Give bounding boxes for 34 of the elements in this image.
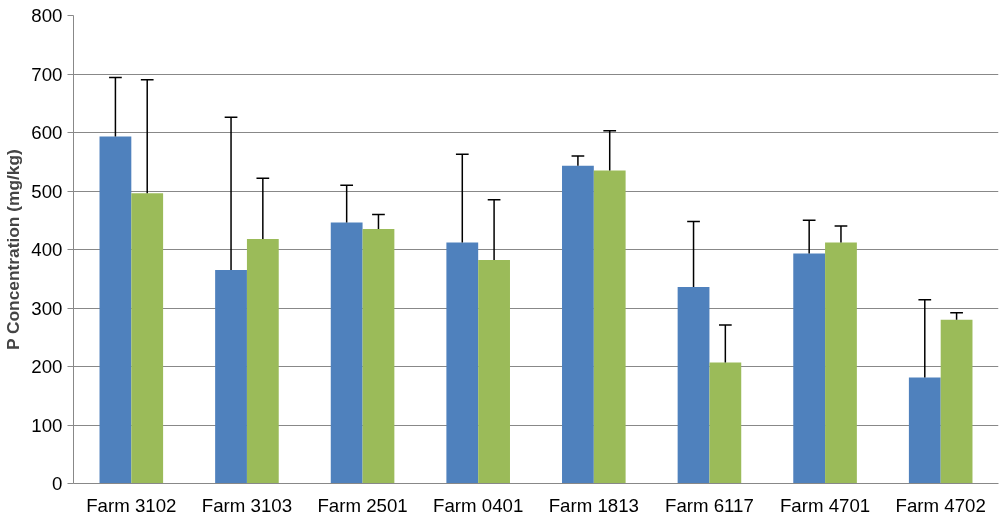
x-tick-label: Farm 3102 bbox=[86, 494, 177, 516]
y-tick-label: 600 bbox=[31, 122, 63, 143]
y-tick-label: 200 bbox=[31, 356, 63, 377]
x-tick-label: Farm 1813 bbox=[548, 494, 639, 516]
bar bbox=[246, 238, 279, 484]
bar bbox=[215, 269, 247, 484]
bar bbox=[593, 170, 626, 484]
bar bbox=[709, 362, 742, 484]
x-tick-label: Farm 0401 bbox=[433, 494, 524, 516]
bar bbox=[446, 242, 479, 484]
x-tick-label: Farm 6117 bbox=[665, 494, 754, 516]
y-tick-label: 400 bbox=[31, 239, 63, 260]
bar bbox=[131, 193, 164, 484]
bar bbox=[677, 286, 710, 484]
y-tick-label: 100 bbox=[31, 414, 63, 436]
bar bbox=[825, 242, 857, 484]
y-tick-label: 500 bbox=[31, 180, 63, 202]
bar bbox=[940, 319, 973, 484]
bar bbox=[362, 229, 395, 484]
bar bbox=[478, 260, 510, 484]
bar bbox=[330, 222, 363, 484]
y-tick-label: 800 bbox=[31, 5, 63, 26]
x-tick-label: Farm 2501 bbox=[317, 494, 408, 516]
bar bbox=[908, 377, 941, 484]
x-tick-label: Farm 4702 bbox=[895, 494, 986, 516]
bar bbox=[99, 136, 132, 484]
y-tick-label: 0 bbox=[52, 473, 63, 494]
x-tick-label: Farm 4701 bbox=[779, 494, 871, 516]
x-tick-label: Farm 3103 bbox=[201, 494, 293, 516]
y-tick-label: 300 bbox=[31, 297, 63, 319]
bar bbox=[562, 165, 594, 484]
y-tick-label: 700 bbox=[31, 63, 63, 85]
y-axis-title: P Concentration (mg/kg) bbox=[3, 149, 24, 351]
bar bbox=[793, 253, 826, 484]
